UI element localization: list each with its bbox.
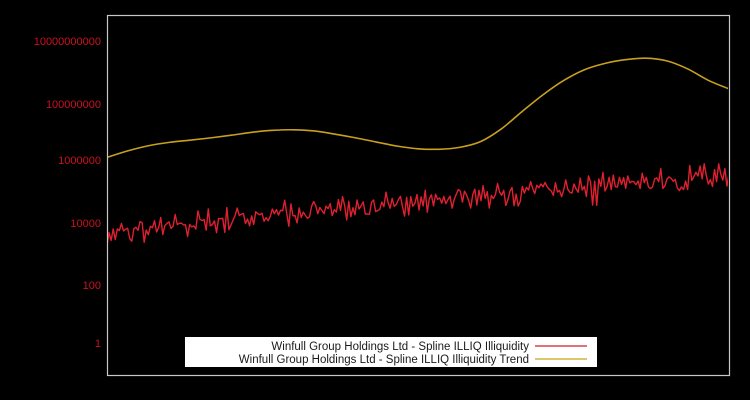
y-axis-tick-labels: 10000000000 100000000 1000000 10000 100 1 bbox=[34, 36, 101, 350]
y-tick-label: 10000 bbox=[70, 218, 101, 230]
y-tick-label: 1 bbox=[95, 338, 101, 350]
y-tick-label: 100 bbox=[83, 280, 101, 292]
y-tick-label: 1000000 bbox=[58, 155, 101, 167]
series-group bbox=[108, 57, 728, 244]
legend-background bbox=[185, 337, 597, 367]
chart-legend: Winfull Group Holdings Ltd - Spline ILLI… bbox=[185, 337, 597, 367]
legend-label-illiquidity: Winfull Group Holdings Ltd - Spline ILLI… bbox=[271, 341, 529, 353]
legend-label-illiquidity-trend: Winfull Group Holdings Ltd - Spline ILLI… bbox=[239, 354, 529, 366]
y-tick-label: 100000000 bbox=[46, 99, 101, 111]
series-line-illiquidity bbox=[108, 163, 728, 244]
y-tick-label: 10000000000 bbox=[34, 36, 101, 48]
plot-area-frame bbox=[106, 14, 731, 377]
series-line-illiquidity-trend bbox=[108, 57, 728, 158]
